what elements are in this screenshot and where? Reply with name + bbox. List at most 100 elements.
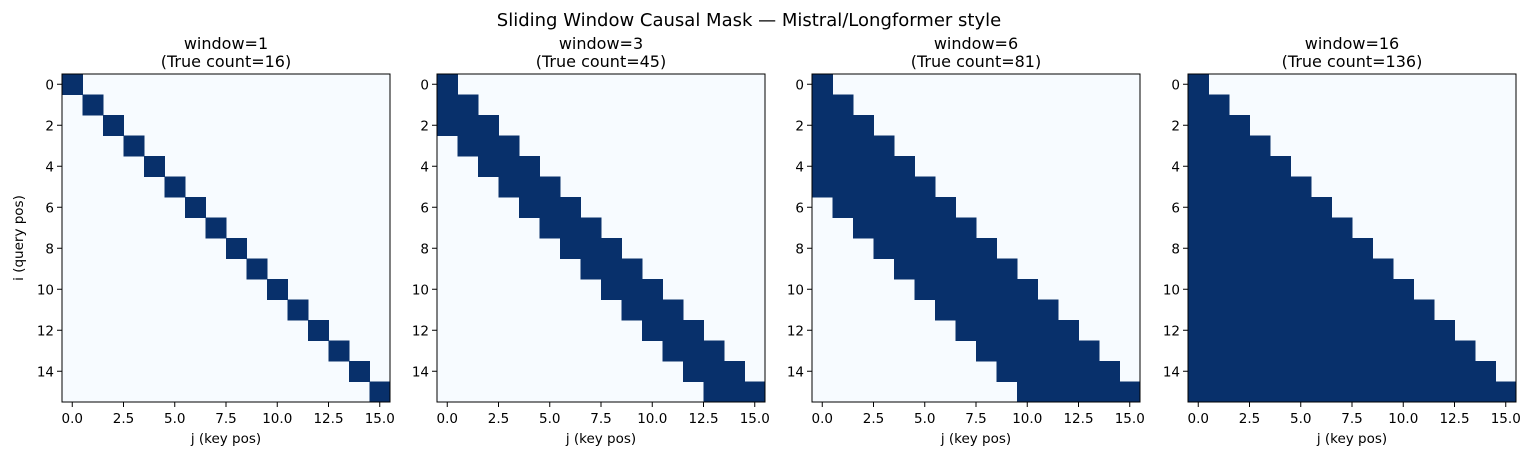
heatmap-cell <box>1352 299 1373 321</box>
heatmap-cell <box>1229 381 1250 403</box>
heatmap-cell <box>1331 361 1353 382</box>
x-tick-label: 12.5 <box>313 411 343 427</box>
heatmap-cell <box>1270 279 1291 300</box>
heatmap-cell <box>1372 381 1394 403</box>
heatmap-cell <box>478 135 499 157</box>
heatmap-cell <box>662 299 684 321</box>
heatmap-cell <box>1188 320 1209 341</box>
panel-subtitle: (True count=16) <box>161 52 291 71</box>
heatmap-cell <box>1372 340 1394 362</box>
y-tick-label: 10 <box>412 282 429 298</box>
y-tick-label: 4 <box>795 159 804 175</box>
heatmap-cell <box>744 381 766 403</box>
heatmap-cell <box>1393 381 1414 403</box>
heatmap-cell <box>1229 258 1250 280</box>
heatmap-cell <box>1188 238 1209 259</box>
heatmap-cell <box>144 156 165 177</box>
heatmap-cell <box>914 238 936 259</box>
heatmap-cell <box>580 238 602 259</box>
heatmap-cell <box>832 94 854 116</box>
heatmap-cell <box>1270 299 1291 321</box>
x-tick-label: 10.0 <box>262 411 292 427</box>
heatmap-cell <box>873 176 895 198</box>
heatmap-cell <box>1017 320 1038 341</box>
heatmap-cell <box>955 238 977 259</box>
heatmap-cell <box>1099 361 1120 382</box>
heatmap-cell <box>812 74 833 95</box>
heatmap-cell <box>1249 340 1271 362</box>
heatmap-cell <box>1352 238 1373 259</box>
panels: window=1(True count=16) 0.0 2.5 5.0 7.5 10.0 1… <box>11 34 1521 447</box>
heatmap-cell <box>164 176 186 198</box>
y-tick-label: 12 <box>787 323 804 339</box>
heatmap-cell <box>1249 217 1271 239</box>
heatmap-cell <box>287 299 309 321</box>
heatmap-panel: window=6(True count=81) 0.0 2.5 5.0 7.5 10.0 1… <box>787 34 1145 447</box>
heatmap-cell <box>1208 258 1230 280</box>
heatmap-cell <box>1352 340 1373 362</box>
heatmap-cell <box>683 340 704 362</box>
heatmap-cell <box>1311 197 1332 218</box>
heatmap-cell <box>1270 238 1291 259</box>
heatmap-cell <box>894 217 915 239</box>
heatmap-cell <box>123 135 145 157</box>
heatmap-cell <box>328 340 350 362</box>
x-tick-label: 0.0 <box>812 411 833 427</box>
heatmap-cell <box>601 258 622 280</box>
heatmap-cell <box>621 299 643 321</box>
heatmap-cell <box>853 176 874 198</box>
heatmap-cell <box>1249 258 1271 280</box>
heatmap-cell <box>1188 115 1209 136</box>
heatmap-cell <box>1078 340 1100 362</box>
panel-title: window=1 <box>184 34 268 53</box>
heatmap-cell <box>1290 258 1312 280</box>
heatmap-cell <box>894 258 915 280</box>
heatmap-cell <box>1311 217 1332 239</box>
heatmap-cell <box>1249 320 1271 341</box>
y-tick-label: 0 <box>1171 77 1180 93</box>
heatmap-cell <box>1290 299 1312 321</box>
heatmap-cell <box>539 217 561 239</box>
heatmap-cell <box>1331 381 1353 403</box>
heatmap-cell <box>996 320 1018 341</box>
heatmap-cell <box>955 258 977 280</box>
heatmap-cell <box>1352 258 1373 280</box>
heatmap-cell <box>1188 299 1209 321</box>
heatmap-cell <box>1249 156 1271 177</box>
y-tick-label: 4 <box>420 159 429 175</box>
heatmap-cell <box>832 115 854 136</box>
heatmap-cell <box>205 217 227 239</box>
heatmap-cell <box>1454 340 1476 362</box>
heatmap-cell <box>1290 217 1312 239</box>
panel-title: window=3 <box>559 34 643 53</box>
heatmap-cell <box>873 156 895 177</box>
heatmap-cell <box>478 156 499 177</box>
heatmap-cell <box>1290 279 1312 300</box>
heatmap-cell <box>1311 361 1332 382</box>
heatmap-cell <box>1208 361 1230 382</box>
heatmap-cell <box>1290 176 1312 198</box>
heatmap-cell <box>1393 340 1414 362</box>
heatmap-cell <box>1331 340 1353 362</box>
y-tick-label: 6 <box>420 200 429 216</box>
heatmap-cell <box>1311 320 1332 341</box>
heatmap-cell <box>935 238 956 259</box>
heatmap-cell <box>1372 279 1394 300</box>
heatmap-cell <box>1270 340 1291 362</box>
y-tick-label: 10 <box>787 282 804 298</box>
heatmap-cell <box>894 197 915 218</box>
heatmap-cell <box>1270 217 1291 239</box>
x-tick-label: 5.0 <box>539 411 560 427</box>
heatmap-cell <box>1454 381 1476 403</box>
y-tick-label: 0 <box>420 77 429 93</box>
heatmap-cell <box>621 279 643 300</box>
heatmap-cell <box>369 381 391 403</box>
x-tick-label: 5.0 <box>1290 411 1311 427</box>
heatmap-cell <box>1017 361 1038 382</box>
heatmap-cell <box>642 320 663 341</box>
heatmap-cell <box>853 115 874 136</box>
x-tick-label: 10.0 <box>1388 411 1418 427</box>
x-tick-label: 2.5 <box>113 411 134 427</box>
heatmap-cell <box>1208 135 1230 157</box>
heatmap-cell <box>873 135 895 157</box>
